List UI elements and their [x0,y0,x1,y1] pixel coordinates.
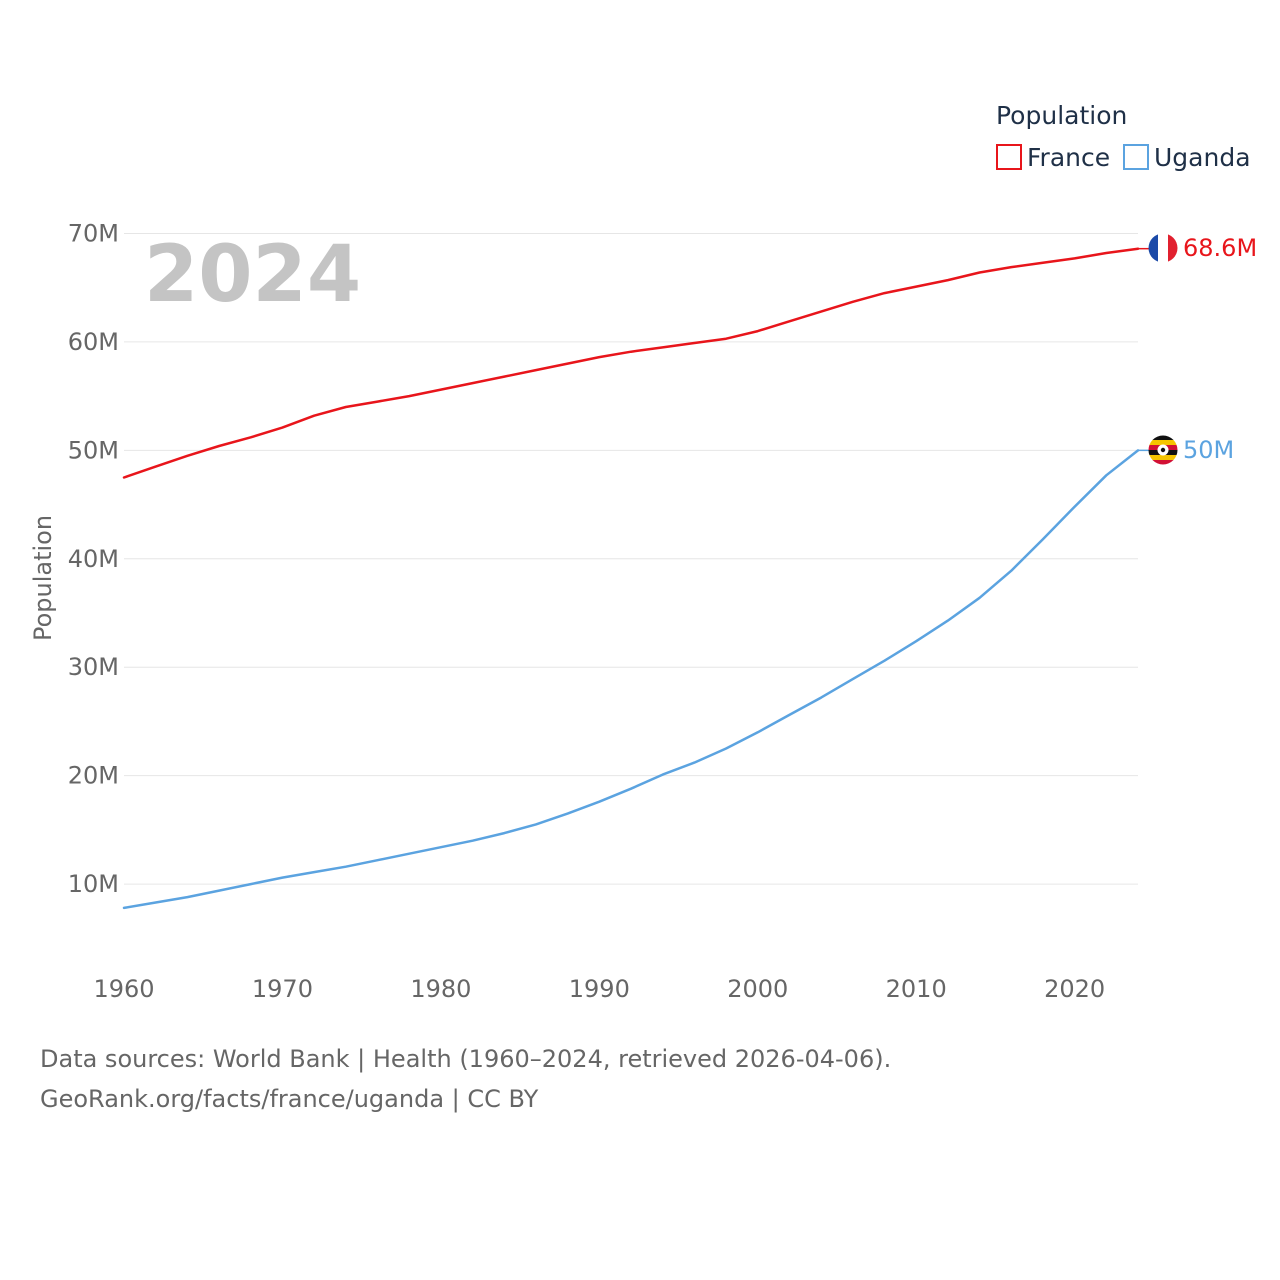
y-tick-label: 30M [68,653,119,681]
x-tick-label: 1960 [93,975,154,1003]
y-axis-ticks: 10M 20M 30M 40M 50M 60M 70M [68,220,119,899]
legend: Population France Uganda [996,101,1251,172]
y-tick-label: 70M [68,220,119,248]
series-line-france[interactable] [122,247,1140,479]
x-axis-ticks: 1960 1970 1980 1990 2000 2010 2020 [93,975,1105,1003]
legend-swatch-uganda [1123,144,1149,170]
x-tick-label: 1980 [410,975,471,1003]
end-label-uganda: 50M [1183,436,1234,464]
gridlines [124,233,1138,885]
uganda-flag-icon [1148,435,1178,465]
x-tick-label: 2010 [886,975,947,1003]
legend-swatch-france [996,144,1022,170]
legend-item-france[interactable]: France [996,143,1110,172]
end-label-france: 68.6M [1183,234,1257,262]
data-source-note: Data sources: World Bank | Health (1960–… [40,1045,892,1073]
x-tick-label: 2000 [727,975,788,1003]
legend-label-france: France [1027,143,1110,172]
legend-item-uganda[interactable]: Uganda [1123,143,1251,172]
y-tick-label: 40M [68,545,119,573]
legend-label-uganda: Uganda [1154,143,1251,172]
x-tick-label: 1970 [252,975,313,1003]
y-tick-label: 50M [68,436,119,464]
series-line-uganda[interactable] [122,449,1140,910]
x-tick-label: 2020 [1044,975,1105,1003]
credit-link[interactable]: GeoRank.org/facts/france/uganda | CC BY [40,1085,539,1113]
y-tick-label: 10M [68,870,119,898]
year-label: 2024 [144,230,361,320]
y-tick-label: 20M [68,762,119,790]
y-axis-title: Population [29,515,57,641]
france-flag-icon [1148,233,1178,263]
y-tick-label: 60M [68,328,119,356]
x-tick-label: 1990 [569,975,630,1003]
series-lines [122,247,1149,910]
legend-title: Population [996,101,1127,130]
